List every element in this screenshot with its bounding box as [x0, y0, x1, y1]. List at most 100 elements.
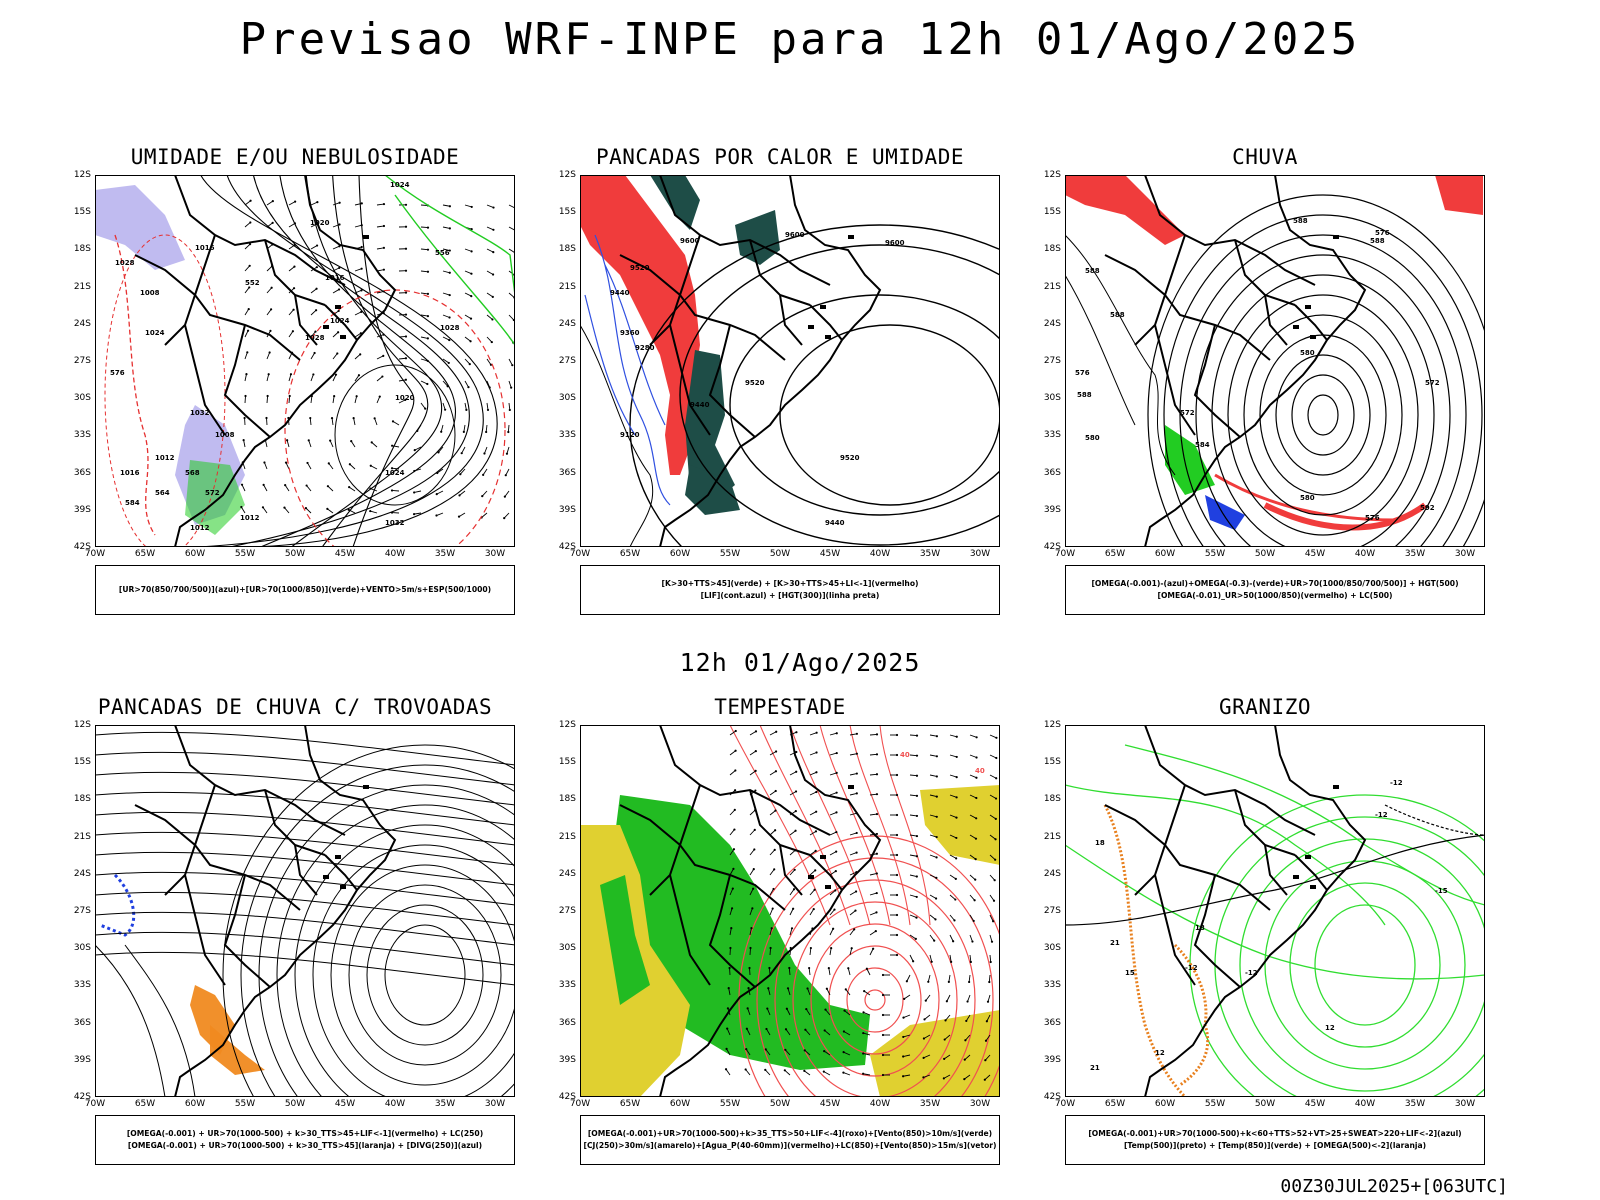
lon-tick-label: 55W [719, 1099, 741, 1109]
lon-tick-label: 30W [484, 549, 506, 559]
lat-tick-label: 36S [558, 467, 576, 478]
contour-label: 1012 [240, 514, 260, 522]
contour-label: 1032 [385, 519, 405, 527]
contour-label: 572 [1180, 409, 1195, 417]
lat-tick-label: 30S [1043, 943, 1061, 954]
legend-line: [OMEGA(-0.001)+UR>70(1000-500)+k<60+TTS>… [1088, 1129, 1462, 1138]
lat-tick-label: 21S [558, 281, 576, 292]
lon-tick-label: 40W [1354, 549, 1376, 559]
legend-line: [Temp(500)](preto) + [Temp(850)](verde) … [1123, 1141, 1427, 1150]
latitude-axis: 12S 15S 18S 21S 24S 27S 30S 33S 36S 39S 42S [1025, 170, 1061, 552]
contour-label: 15 [1125, 969, 1135, 977]
contour-label: 21 [1110, 939, 1120, 947]
contour-label: 576 [1075, 369, 1090, 377]
contour-label: 40 [975, 767, 985, 775]
lat-tick-label: 33S [558, 980, 576, 991]
lat-tick-label: 15S [558, 207, 576, 218]
lon-tick-label: 70W [1054, 549, 1076, 559]
lon-tick-label: 50W [769, 549, 791, 559]
lon-tick-label: 60W [184, 549, 206, 559]
contour-label: 9440 [825, 519, 845, 527]
lon-tick-label: 50W [769, 1099, 791, 1109]
latitude-axis: 12S 15S 18S 21S 24S 27S 30S 33S 36S 39S 42S [540, 720, 576, 1102]
legend-line: [CJ(250)>30m/s](amarelo)+[Agua_P(40-60mm… [583, 1141, 997, 1150]
panel-title: PANCADAS POR CALOR E UMIDADE [595, 145, 964, 169]
lat-tick-label: 39S [73, 504, 91, 515]
lat-tick-label: 24S [558, 868, 576, 879]
lon-tick-label: 40W [384, 1099, 406, 1109]
latitude-axis: 12S 15S 18S 21S 24S 27S 30S 33S 36S 39S 42S [1025, 720, 1061, 1102]
lat-tick-label: 27S [1043, 356, 1061, 366]
lon-tick-label: 30W [1454, 549, 1476, 559]
contour-label: 576 [1365, 514, 1380, 522]
lat-tick-label: 12S [1043, 170, 1061, 180]
lat-tick-label: 42S [73, 542, 91, 552]
lat-tick-label: 15S [73, 757, 91, 768]
lon-tick-label: 30W [969, 549, 991, 559]
contour-label: 9520 [745, 379, 765, 387]
longitude-axis: 70W 65W 60W 55W 50W 45W 40W 35W 30W [85, 549, 515, 563]
lat-tick-label: 42S [1043, 542, 1061, 552]
contour-label: 576 [1375, 229, 1390, 237]
lon-tick-label: 45W [819, 1099, 841, 1109]
contour-label: 21 [1090, 1064, 1100, 1072]
lat-tick-label: 21S [1043, 831, 1061, 842]
contour-label: 568 [185, 469, 200, 477]
mid-time-label: 12h 01/Ago/2025 [679, 648, 921, 677]
legend-line: [K>30+TTS>45](verde) + [K>30+TTS>45+LI<-… [661, 579, 919, 588]
panel-title: PANCADAS DE CHUVA C/ TROVOADAS [97, 695, 493, 719]
map-plot: 9600 9600 9600 9520 9440 9360 9280 9520 9440 9120… [580, 175, 1000, 547]
lat-tick-label: 36S [558, 1017, 576, 1028]
lat-tick-label: 33S [558, 430, 576, 441]
lat-tick-label: 18S [558, 794, 576, 805]
lon-tick-label: 50W [1254, 1099, 1276, 1109]
lon-tick-label: 40W [869, 549, 891, 559]
contour-label: 580 [1085, 434, 1100, 442]
contour-label: 1012 [190, 524, 210, 532]
legend-line: [OMEGA(-0.01)_UR>50(1000/850)(vermelho) … [1157, 591, 1393, 600]
lat-tick-label: 39S [73, 1054, 91, 1065]
lon-tick-label: 50W [1254, 549, 1276, 559]
lon-tick-label: 65W [134, 1099, 156, 1109]
contour-label: 588 [1077, 391, 1092, 399]
longitude-axis: 70W 65W 60W 55W 50W 45W 40W 35W 30W [85, 1099, 515, 1113]
lat-tick-label: 27S [558, 356, 576, 366]
lat-tick-label: 15S [1043, 207, 1061, 218]
lat-tick-label: 21S [558, 831, 576, 842]
lon-tick-label: 65W [1104, 549, 1126, 559]
lon-tick-label: 35W [1404, 1099, 1426, 1109]
lat-tick-label: 27S [558, 906, 576, 916]
lat-tick-label: 21S [1043, 281, 1061, 292]
panel-title: TEMPESTADE [714, 695, 846, 719]
lat-tick-label: 24S [558, 318, 576, 329]
contour-label: 588 [1293, 217, 1308, 225]
panel-legend: [K>30+TTS>45](verde) + [K>30+TTS>45+LI<-… [580, 565, 1000, 615]
lat-tick-label: 36S [1043, 1017, 1061, 1028]
contour-label: 556 [435, 249, 450, 257]
lat-tick-label: 24S [73, 318, 91, 329]
contour-label: 572 [205, 489, 220, 497]
longitude-axis: 70W 65W 60W 55W 50W 45W 40W 35W 30W [570, 549, 1000, 563]
page-title: Previsao WRF-INPE para 12h 01/Ago/2025 [239, 14, 1361, 65]
lat-tick-label: 39S [1043, 504, 1061, 515]
contour-label: 9520 [630, 264, 650, 272]
lon-tick-label: 55W [234, 1099, 256, 1109]
contour-label: 1024 [390, 181, 410, 189]
lat-tick-label: 39S [558, 1054, 576, 1065]
panel-legend: [UR>70(850/700/500)](azul)+[UR>70(1000/8… [95, 565, 515, 615]
contour-label: 592 [1420, 504, 1435, 512]
lon-tick-label: 35W [434, 1099, 456, 1109]
lat-tick-label: 42S [558, 1092, 576, 1102]
lat-tick-label: 42S [558, 542, 576, 552]
lat-tick-label: 18S [1043, 244, 1061, 255]
lat-tick-label: 18S [73, 794, 91, 805]
contour-label: 9440 [610, 289, 630, 297]
latitude-axis: 12S 15S 18S 21S 24S 27S 30S 33S 36S 39S 42S [540, 170, 576, 552]
contour-label: 9440 [690, 401, 710, 409]
panel-title: GRANIZO [1218, 695, 1311, 719]
contour-label: 18 [1095, 839, 1105, 847]
contour-label: 12 [1155, 1049, 1165, 1057]
lat-tick-label: 27S [1043, 906, 1061, 916]
lat-tick-label: 30S [558, 393, 576, 404]
lat-tick-label: 33S [73, 980, 91, 991]
